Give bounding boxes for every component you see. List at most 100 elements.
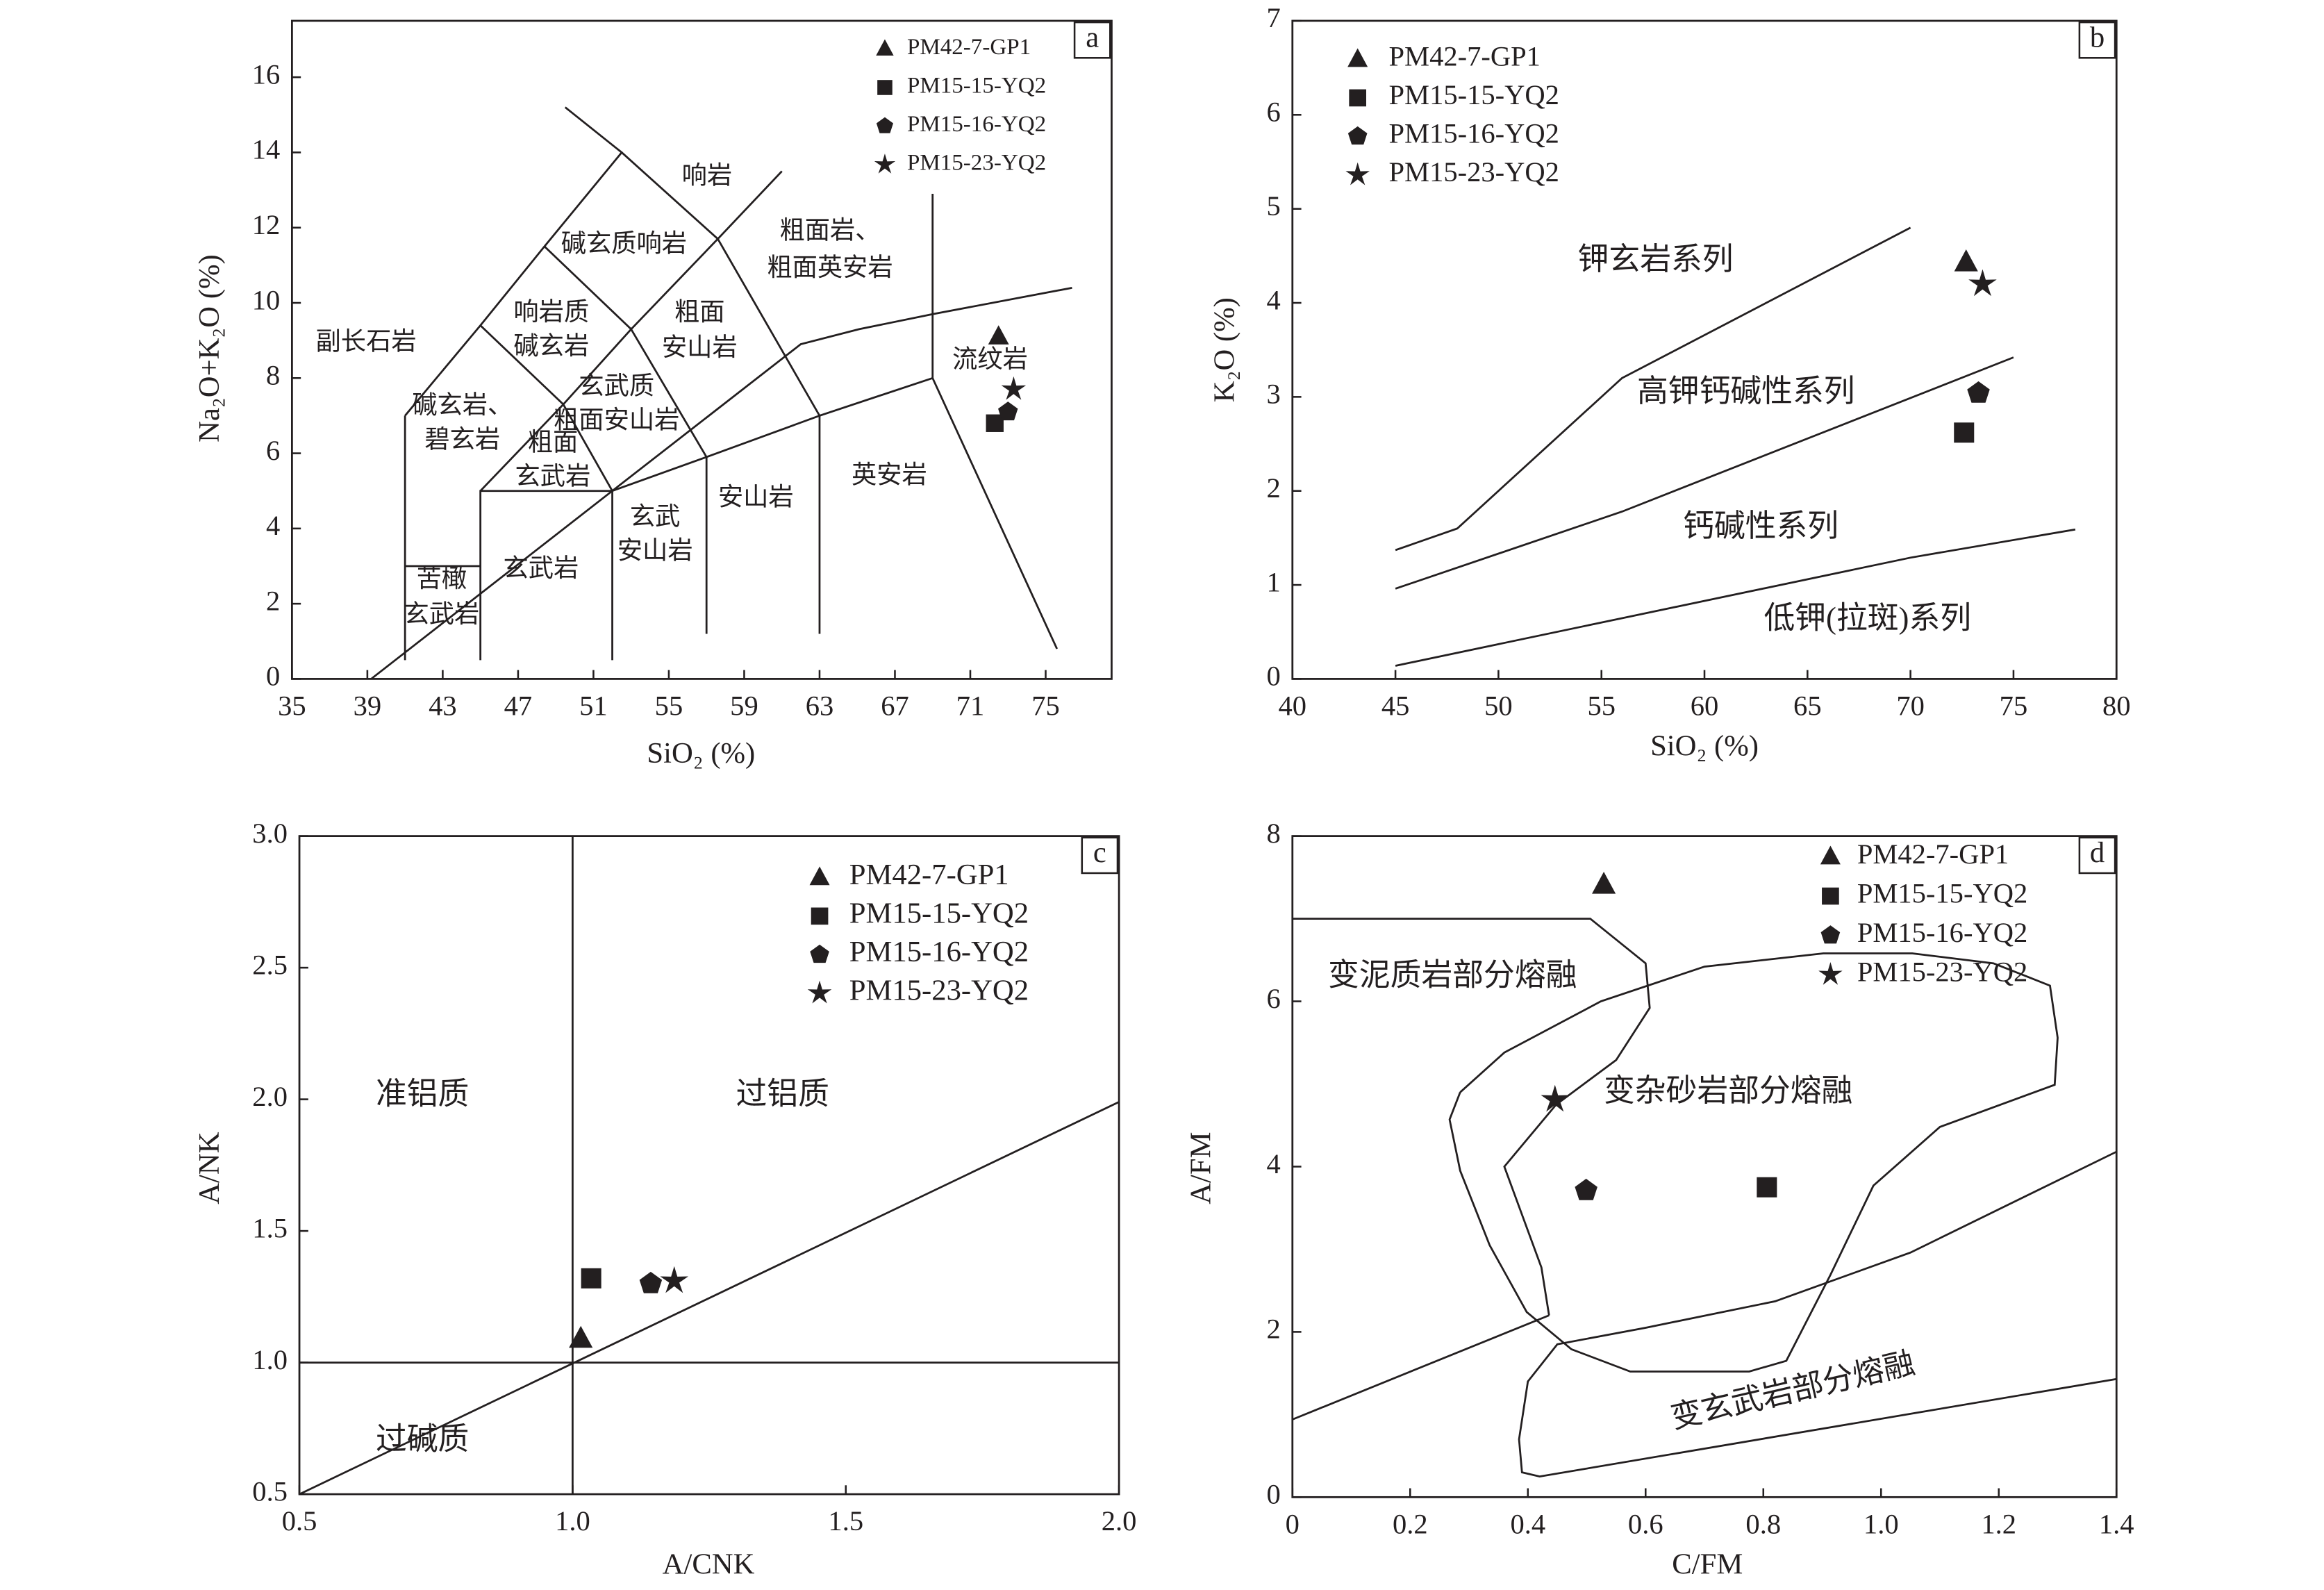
marker-star xyxy=(807,980,832,1004)
legend-label: PM42-7-GP1 xyxy=(1388,41,1540,72)
field-boundary xyxy=(1448,952,2059,1373)
x-tick-label: 60 xyxy=(1691,690,1719,721)
legend-label: PM15-23-YQ2 xyxy=(849,975,1029,1007)
panel-label: b xyxy=(2090,21,2105,53)
marker-triangle xyxy=(1592,872,1616,894)
y-tick-label: 7 xyxy=(1266,2,1280,33)
field-label: 碱玄岩、 xyxy=(412,391,513,419)
field-label: 英安岩 xyxy=(852,461,927,489)
x-tick-label: 0.6 xyxy=(1628,1508,1663,1539)
legend-label: PM15-16-YQ2 xyxy=(907,112,1046,137)
y-tick-label: 0.5 xyxy=(252,1475,288,1507)
marker-square xyxy=(581,1268,601,1289)
field-label: 玄武岩 xyxy=(404,600,480,628)
field-label: 粗面英安岩 xyxy=(767,254,893,281)
field-label: 过碱质 xyxy=(376,1422,469,1457)
x-tick-label: 63 xyxy=(806,690,834,721)
y-tick-label: 0 xyxy=(1266,661,1280,692)
y-tick-label: 2.5 xyxy=(252,949,288,980)
field-boundary xyxy=(479,324,708,458)
legend-label: PM42-7-GP1 xyxy=(849,859,1009,891)
field-label: 流纹岩 xyxy=(952,345,1028,373)
x-tick-label: 65 xyxy=(1793,690,1822,721)
marker-square xyxy=(1349,89,1367,107)
y-tick-label: 16 xyxy=(252,58,281,90)
legend-label: PM15-15-YQ2 xyxy=(1388,79,1559,110)
marker-square xyxy=(1757,1177,1777,1198)
field-label: 响岩 xyxy=(682,161,733,189)
marker-triangle xyxy=(1954,249,1978,272)
marker-pentagon xyxy=(1820,925,1841,944)
y-axis-title: Na₂O+K₂O (%) xyxy=(193,254,226,442)
field-boundary xyxy=(404,106,624,417)
legend-label: PM15-16-YQ2 xyxy=(849,936,1029,968)
y-tick-label: 6 xyxy=(266,435,280,466)
x-tick-label: 35 xyxy=(278,690,306,721)
panel-label: d xyxy=(2090,836,2105,869)
y-tick-label: 5 xyxy=(1266,190,1280,222)
field-boundary xyxy=(1395,226,1911,552)
marker-star xyxy=(1541,1084,1570,1112)
x-tick-label: 39 xyxy=(354,690,382,721)
x-tick-label: 67 xyxy=(881,690,909,721)
panel-label-box xyxy=(2078,21,2116,59)
field-label: 粗面安山岩 xyxy=(554,406,679,434)
field-label: 安山岩 xyxy=(617,536,693,564)
x-tick-label: 43 xyxy=(429,690,457,721)
marker-square xyxy=(1822,887,1839,905)
field-boundary xyxy=(479,490,613,661)
plot-frame xyxy=(298,835,1120,1496)
x-axis-title: A/CNK xyxy=(663,1548,755,1580)
y-tick-label: 6 xyxy=(1266,97,1280,128)
field-label: 变杂砂岩部分熔融 xyxy=(1604,1073,1852,1108)
field-label: 变玄武岩部分熔融 xyxy=(1668,1345,1918,1435)
marker-pentagon xyxy=(876,117,894,133)
panel-label: c xyxy=(1093,836,1106,869)
marker-triangle xyxy=(876,39,894,56)
y-tick-label: 12 xyxy=(252,209,281,240)
y-tick-label: 1.0 xyxy=(252,1344,288,1375)
marker-square xyxy=(1954,422,1975,443)
x-tick-label: 1.4 xyxy=(2099,1508,2134,1539)
x-tick-label: 80 xyxy=(2102,690,2131,721)
x-tick-label: 45 xyxy=(1381,690,1410,721)
x-tick-label: 0 xyxy=(1286,1508,1300,1539)
x-tick-label: 0.5 xyxy=(282,1505,317,1537)
marker-square xyxy=(986,414,1004,432)
x-tick-label: 0.8 xyxy=(1745,1508,1781,1539)
marker-triangle xyxy=(569,1325,593,1348)
y-tick-label: 0 xyxy=(266,661,280,692)
y-tick-label: 3 xyxy=(1266,379,1280,410)
marker-pentagon xyxy=(639,1271,663,1293)
field-label: 变泥质岩部分熔融 xyxy=(1328,958,1577,993)
field-label: 粗面 xyxy=(674,298,725,326)
field-label: 准铝质 xyxy=(376,1076,469,1111)
x-axis-title: SiO₂ (%) xyxy=(647,737,755,770)
field-boundary xyxy=(1292,918,1651,1316)
x-tick-label: 47 xyxy=(504,690,533,721)
x-tick-label: 1.5 xyxy=(828,1505,863,1537)
y-tick-label: 4 xyxy=(1266,284,1280,315)
x-tick-label: 51 xyxy=(579,690,608,721)
marker-star xyxy=(1968,269,1997,297)
x-tick-label: 75 xyxy=(1031,690,1060,721)
field-label: 玄武岩 xyxy=(503,554,579,582)
y-tick-label: 4 xyxy=(266,510,280,541)
panel-label-box xyxy=(1081,836,1119,875)
legend-label: PM42-7-GP1 xyxy=(1857,838,2009,870)
y-tick-label: 1.5 xyxy=(252,1212,288,1243)
y-tick-label: 2 xyxy=(1266,472,1280,504)
field-label: 副长石岩 xyxy=(316,327,417,355)
legend-label: PM15-23-YQ2 xyxy=(907,151,1046,176)
x-tick-label: 1.0 xyxy=(1864,1508,1899,1539)
y-tick-label: 8 xyxy=(266,360,280,391)
marker-pentagon xyxy=(1575,1178,1597,1200)
y-tick-label: 10 xyxy=(252,284,281,315)
panel-label-box xyxy=(2078,836,2116,875)
x-axis-title: SiO₂ (%) xyxy=(1650,730,1759,763)
x-tick-label: 0.4 xyxy=(1510,1508,1545,1539)
y-tick-label: 1 xyxy=(1266,566,1280,597)
marker-pentagon xyxy=(1347,126,1368,145)
field-label: 碱玄质响岩 xyxy=(561,230,687,258)
y-tick-label: 3.0 xyxy=(252,818,288,849)
